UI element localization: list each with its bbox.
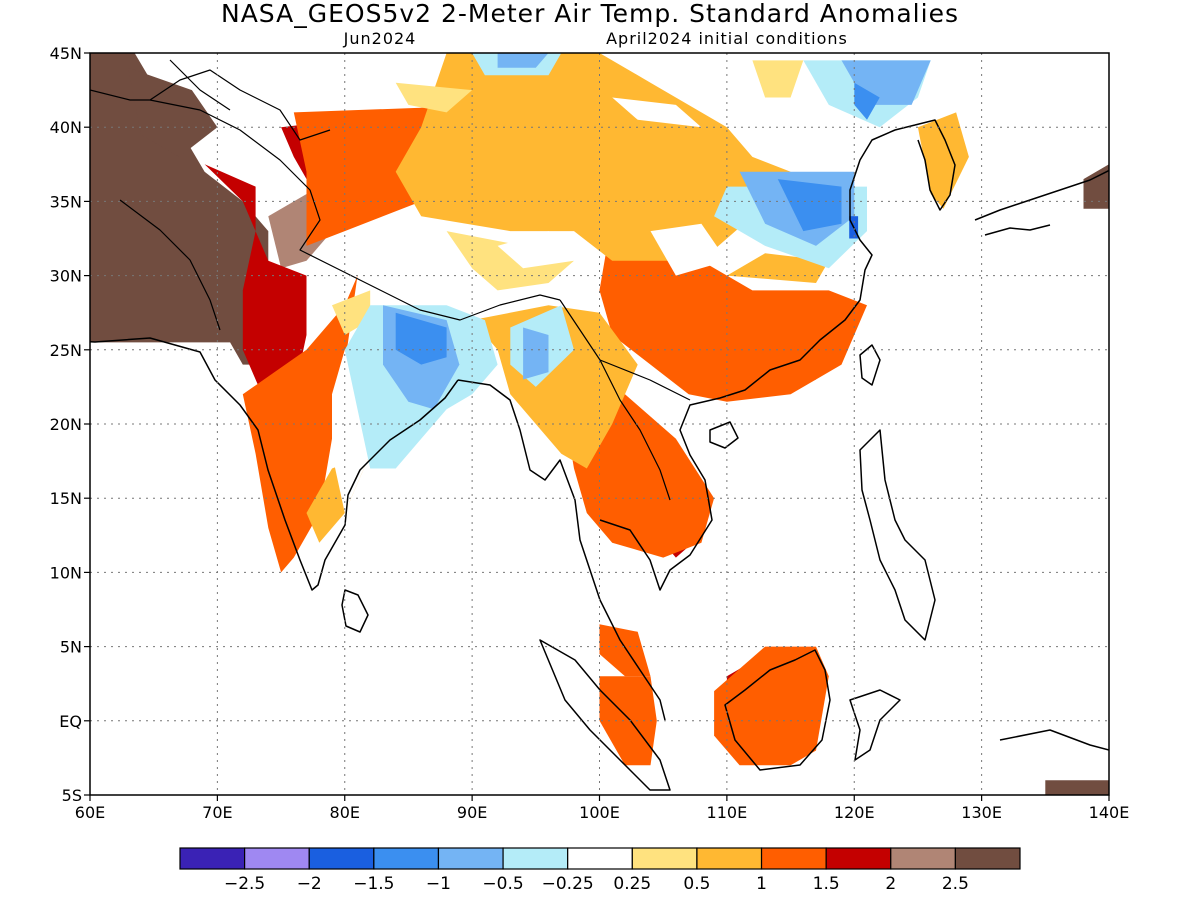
land-border-indochina <box>559 299 691 501</box>
coastline-layer <box>90 59 1109 791</box>
latitude-tick-label: 45N <box>50 44 82 63</box>
latitude-tick-label: 5S <box>62 786 82 805</box>
colorbar-swatch <box>890 847 956 870</box>
anomaly-region <box>599 624 651 677</box>
taiwan-coastline <box>859 344 881 386</box>
anomaly-region <box>714 646 829 766</box>
sulawesi-coastline <box>849 689 901 761</box>
borneo-coastline <box>724 649 831 771</box>
sumatra-coastline <box>539 639 671 791</box>
anomaly-region <box>854 82 880 120</box>
map-title: NASA_GEOS5v2 2-Meter Air Temp. Standard … <box>221 0 959 28</box>
anomaly-region <box>1083 164 1109 209</box>
land-border-central-asia <box>90 59 331 331</box>
longitude-tick-label: 110E <box>707 803 748 822</box>
colorbar-swatch <box>825 847 892 870</box>
colorbar-label: −2.5 <box>224 874 265 894</box>
colorbar-swatch <box>244 847 310 870</box>
colorbar-label: 2 <box>885 874 896 894</box>
longitude-tick-label: 60E <box>75 803 105 822</box>
sri-lanka-coastline <box>341 589 369 633</box>
anomaly-region <box>395 82 473 113</box>
colorbar-swatch <box>179 847 246 870</box>
anomaly-region <box>128 67 218 157</box>
latitude-tick-label: EQ <box>59 712 82 731</box>
colorbar-swatch <box>760 847 827 870</box>
anomaly-region <box>90 53 269 365</box>
colorbar-label: 2.5 <box>942 874 969 894</box>
anomaly-region <box>446 231 574 291</box>
colorbar-label: −2 <box>297 874 322 894</box>
philippines-coastline <box>859 429 936 641</box>
colorbar-swatch <box>567 847 633 870</box>
land-border-himalaya <box>149 99 561 321</box>
anomaly-region <box>523 327 549 380</box>
anomaly-shading-layer <box>90 53 1109 795</box>
colorbar-label: 0.5 <box>683 874 710 894</box>
anomaly-region <box>395 312 447 365</box>
latitude-tick-label: 35N <box>50 192 82 211</box>
anomaly-region <box>752 60 804 98</box>
india-coastline <box>90 337 459 591</box>
anomaly-region <box>1045 780 1109 795</box>
anomaly-region <box>612 97 702 128</box>
colorbar-label: 1 <box>756 874 767 894</box>
anomaly-region <box>726 253 829 283</box>
anomaly-region <box>497 231 574 269</box>
anomaly-region <box>650 223 727 276</box>
forecast-month-label: Jun2024 <box>343 29 417 48</box>
colorbar-label: 0.25 <box>613 874 651 894</box>
anomaly-region <box>497 53 549 68</box>
lat-lon-grid <box>90 53 1109 795</box>
colorbar: −2.5 −2 −1.5 −1 −0.5 −0.25 0.25 0.5 1 1.5 2 2.5 <box>179 847 1021 894</box>
longitude-tick-label: 120E <box>834 803 875 822</box>
latitude-tick-label: 10N <box>50 563 82 582</box>
colorbar-swatch <box>437 847 504 870</box>
longitude-tick-label: 70E <box>202 803 232 822</box>
colorbar-swatch <box>373 847 440 870</box>
colorbar-swatch <box>502 847 569 870</box>
latitude-tick-label: 40N <box>50 118 82 137</box>
anomaly-region <box>395 53 791 261</box>
longitude-tick-label: 80E <box>330 803 360 822</box>
latitude-tick-label: 20N <box>50 415 82 434</box>
japan-coastline <box>974 169 1109 236</box>
anomaly-region <box>332 349 371 513</box>
new-guinea-coastline <box>999 729 1109 751</box>
longitude-tick-label: 130E <box>961 803 1002 822</box>
colorbar-label: −0.25 <box>542 874 594 894</box>
latitude-tick-label: 30N <box>50 267 82 286</box>
latitude-tick-label: 25N <box>50 341 82 360</box>
colorbar-label: −0.5 <box>482 874 523 894</box>
korea-coastline <box>914 119 956 211</box>
colorbar-swatch <box>308 847 375 870</box>
bay-of-bengal-east-coast <box>457 379 666 721</box>
colorbar-swatch <box>954 847 1021 870</box>
longitude-tick-label: 100E <box>579 803 620 822</box>
latitude-tick-label: 5N <box>60 638 82 657</box>
hainan-coastline <box>709 421 739 449</box>
anomaly-region <box>917 112 969 209</box>
latitude-tick-label: 15N <box>50 489 82 508</box>
anomaly-region <box>204 164 307 410</box>
indochina-coastline <box>599 124 916 591</box>
anomaly-region <box>777 179 842 232</box>
colorbar-label: −1.5 <box>353 874 394 894</box>
longitude-tick-label: 90E <box>457 803 487 822</box>
colorbar-swatch <box>696 847 763 870</box>
colorbar-label: −1 <box>426 874 451 894</box>
colorbar-swatch <box>631 847 698 870</box>
colorbar-label: 1.5 <box>813 874 840 894</box>
anomaly-region <box>599 676 657 766</box>
initial-conditions-label: April2024 initial conditions <box>606 29 848 48</box>
longitude-tick-label: 140E <box>1089 803 1130 822</box>
